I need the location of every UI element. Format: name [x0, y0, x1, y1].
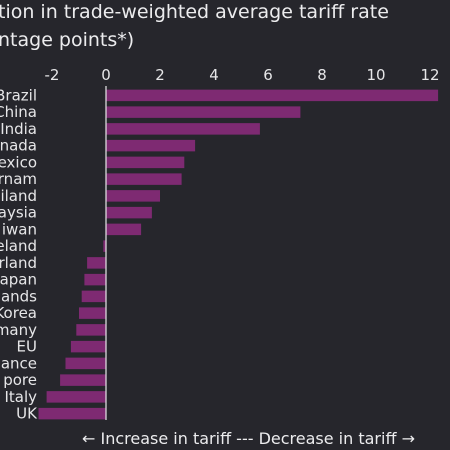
bar [106, 89, 439, 102]
category-label: iwan [2, 220, 37, 238]
bar [76, 324, 106, 336]
bar [106, 206, 152, 219]
bar [106, 223, 142, 236]
category-label: Korea [0, 304, 37, 322]
category-label: aysia [0, 204, 37, 222]
category-label: pore [3, 371, 37, 389]
chart-title: tion in trade-weighted average tariff ra… [0, 1, 389, 23]
category-label: rnam [0, 170, 37, 188]
category-label: China [0, 103, 37, 121]
bar [84, 273, 106, 286]
bar [65, 357, 106, 370]
x-tick-label: 0 [101, 66, 111, 84]
category-label: ands [1, 287, 37, 305]
bar [46, 391, 106, 403]
category-label: apan [0, 271, 37, 289]
category-label: UK [16, 405, 38, 423]
bar [103, 240, 106, 252]
bar [81, 290, 106, 303]
x-tick-label: 4 [209, 66, 219, 84]
bar [60, 374, 106, 386]
bar [106, 173, 182, 185]
x-tick-label: 6 [263, 66, 273, 84]
bar [38, 407, 106, 420]
bar [106, 139, 196, 152]
x-tick-label: 8 [317, 66, 327, 84]
bar [106, 156, 185, 169]
category-label: many [0, 321, 37, 339]
bar [79, 307, 106, 319]
bar [87, 257, 106, 269]
bar [106, 123, 260, 135]
x-tick-label: -2 [45, 66, 60, 84]
direction-caption: ← Increase in tariff --- Decrease in tar… [82, 429, 415, 448]
category-label: eland [0, 237, 37, 255]
bar [106, 190, 160, 202]
x-tick-label: 2 [155, 66, 165, 84]
category-label: ance [1, 354, 37, 372]
category-label: iland [0, 187, 37, 205]
category-label: rland [0, 254, 37, 272]
bar [70, 340, 106, 353]
x-tick-label: 10 [366, 66, 385, 84]
category-label: nada [0, 137, 37, 155]
category-label: EU [17, 338, 37, 356]
bar [106, 106, 301, 118]
x-tick-label: 12 [420, 66, 439, 84]
chart-subtitle: ntage points*) [0, 29, 135, 51]
category-label: Italy [4, 388, 37, 406]
category-label: India [0, 120, 37, 138]
category-label: Brazil [0, 86, 37, 104]
category-label: exico [0, 153, 37, 171]
